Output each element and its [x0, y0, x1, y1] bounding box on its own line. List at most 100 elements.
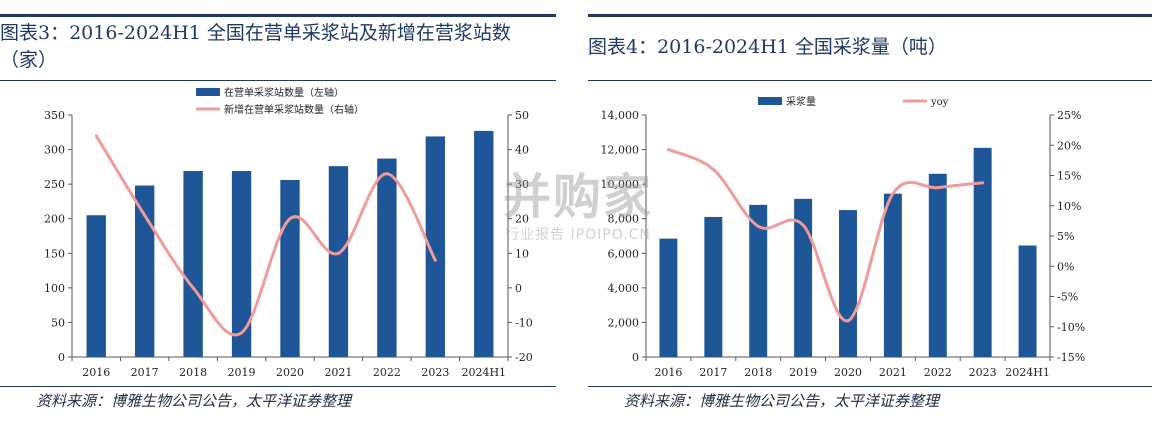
- y-left-tick-label: 50: [51, 316, 65, 329]
- series-line: [94, 134, 437, 337]
- y-right-tick-label: 15%: [1057, 170, 1081, 183]
- y-right-tick-label: 50: [515, 109, 529, 122]
- bar: [794, 198, 813, 357]
- y-right-tick-label: 25%: [1057, 109, 1081, 122]
- x-tick-label: 2023: [969, 366, 997, 379]
- line-point: [240, 331, 244, 335]
- legend-label-line: 新增在营单采浆站数量（右轴）: [224, 103, 364, 116]
- title-rule: [0, 80, 556, 81]
- y-right-tick-label: 10: [515, 247, 529, 260]
- y-left-tick-label: 6,000: [608, 247, 640, 260]
- bar: [928, 173, 947, 357]
- line-point: [94, 134, 98, 138]
- y-left-tick-label: 0: [58, 351, 65, 364]
- x-tick-label: 2024H1: [1005, 366, 1050, 379]
- y-left-tick-label: 0: [632, 351, 639, 364]
- legend-label-bar: 在营单采浆站数量（左轴）: [224, 86, 344, 99]
- line-point: [846, 319, 850, 323]
- y-right-tick-label: 40: [515, 144, 529, 157]
- line-point: [666, 147, 670, 151]
- line-point: [143, 213, 147, 217]
- y-right-tick-label: 5%: [1057, 230, 1074, 243]
- y-left-tick-label: 250: [44, 178, 65, 191]
- chart-panel-left: 图表3：2016-2024H1 全国在营单采浆站及新增在营浆站数（家） 0 50 1…: [0, 0, 562, 426]
- line-point: [385, 172, 389, 176]
- y-right-tick-label: -10: [515, 316, 533, 329]
- bar: [839, 210, 857, 357]
- source-note: 资料来源：博雅生物公司公告，太平洋证券整理: [624, 392, 940, 410]
- bar: [134, 185, 155, 357]
- bar: [231, 171, 252, 357]
- y-left-tick-label: 14,000: [601, 109, 640, 122]
- legend-label-bar: 采浆量: [786, 95, 816, 108]
- bar: [749, 204, 768, 357]
- bar: [328, 166, 349, 357]
- line-point: [336, 251, 340, 255]
- bar: [659, 238, 678, 357]
- bar: [973, 147, 992, 357]
- x-tick-label: 2016: [82, 366, 110, 379]
- y-right-tick-label: 30: [515, 178, 529, 191]
- x-tick-label: 2020: [276, 366, 304, 379]
- line-point: [191, 286, 195, 290]
- line-point: [891, 192, 895, 196]
- y-right-tick-label: -10%: [1057, 321, 1085, 334]
- y-left-tick-label: 350: [44, 109, 65, 122]
- y-left-tick-label: 200: [44, 213, 65, 226]
- line-point: [433, 258, 437, 262]
- x-tick-label: 2023: [421, 366, 449, 379]
- x-tick-label: 2021: [879, 366, 907, 379]
- chart-right-svg: 0 2,000 4,000 6,000 8,000 10,000 12,000 14,000 -…: [601, 95, 1086, 379]
- y-left-tick-label: 4,000: [608, 282, 640, 295]
- bar: [280, 179, 300, 357]
- y-left-tick-label: 300: [44, 144, 65, 157]
- x-tick-label: 2017: [699, 366, 727, 379]
- line-point: [711, 167, 715, 171]
- x-tick-label: 2018: [744, 366, 772, 379]
- line-point: [936, 186, 940, 190]
- line-point: [756, 224, 760, 228]
- y-right-tick-label: -5%: [1057, 291, 1078, 304]
- y-left-tick-label: 8,000: [608, 213, 640, 226]
- chart-panel-right: 图表4：2016-2024H1 全国采浆量（吨） 0 2,000 4,000 6,00…: [588, 0, 1158, 426]
- x-tick-label: 2017: [131, 366, 159, 379]
- legend-swatch-bar: [758, 97, 782, 105]
- y-left-tick-label: 10,000: [601, 178, 640, 191]
- bar: [86, 215, 106, 357]
- x-tick-label: 2019: [789, 366, 817, 379]
- bar: [704, 216, 723, 357]
- x-tick-label: 2021: [324, 366, 352, 379]
- bar: [377, 158, 397, 357]
- x-tick-label: 2016: [654, 366, 682, 379]
- x-tick-label: 2022: [373, 366, 401, 379]
- title-rule: [588, 80, 1152, 81]
- chart-left-svg: 0 50 100 150 200 250 300 350 -20 -10 0 10 20 30 40 50 20…: [44, 86, 533, 379]
- y-left-tick-label: 12,000: [601, 144, 640, 157]
- source-rule: [0, 386, 556, 387]
- bar: [883, 193, 902, 357]
- x-tick-label: 2019: [228, 366, 256, 379]
- y-left-tick-label: 150: [44, 247, 65, 260]
- x-tick-label: 2018: [179, 366, 207, 379]
- y-right-tick-label: -15%: [1057, 351, 1085, 364]
- source-note: 资料来源：博雅生物公司公告，太平洋证券整理: [36, 392, 352, 410]
- x-tick-label: 2020: [834, 366, 862, 379]
- x-tick-label: 2022: [924, 366, 952, 379]
- top-rule: [0, 14, 556, 17]
- y-right-tick-label: 20%: [1057, 139, 1081, 152]
- bar: [183, 171, 203, 357]
- y-right-tick-label: 10%: [1057, 200, 1081, 213]
- y-right-tick-label: 0: [515, 282, 522, 295]
- bar: [1018, 245, 1037, 357]
- y-right-tick-label: 0%: [1057, 260, 1074, 273]
- top-rule: [588, 14, 1152, 17]
- x-tick-label: 2024H1: [461, 366, 506, 379]
- series-line: [667, 148, 983, 323]
- legend-swatch-bar: [196, 88, 220, 96]
- y-left-tick-label: 100: [44, 282, 65, 295]
- chart-title: 图表3：2016-2024H1 全国在营单采浆站及新增在营浆站数（家）: [0, 22, 511, 71]
- source-rule: [588, 386, 1152, 387]
- line-point: [288, 217, 292, 221]
- legend-label-line: yoy: [930, 97, 949, 108]
- y-right-tick-label: -20: [515, 351, 533, 364]
